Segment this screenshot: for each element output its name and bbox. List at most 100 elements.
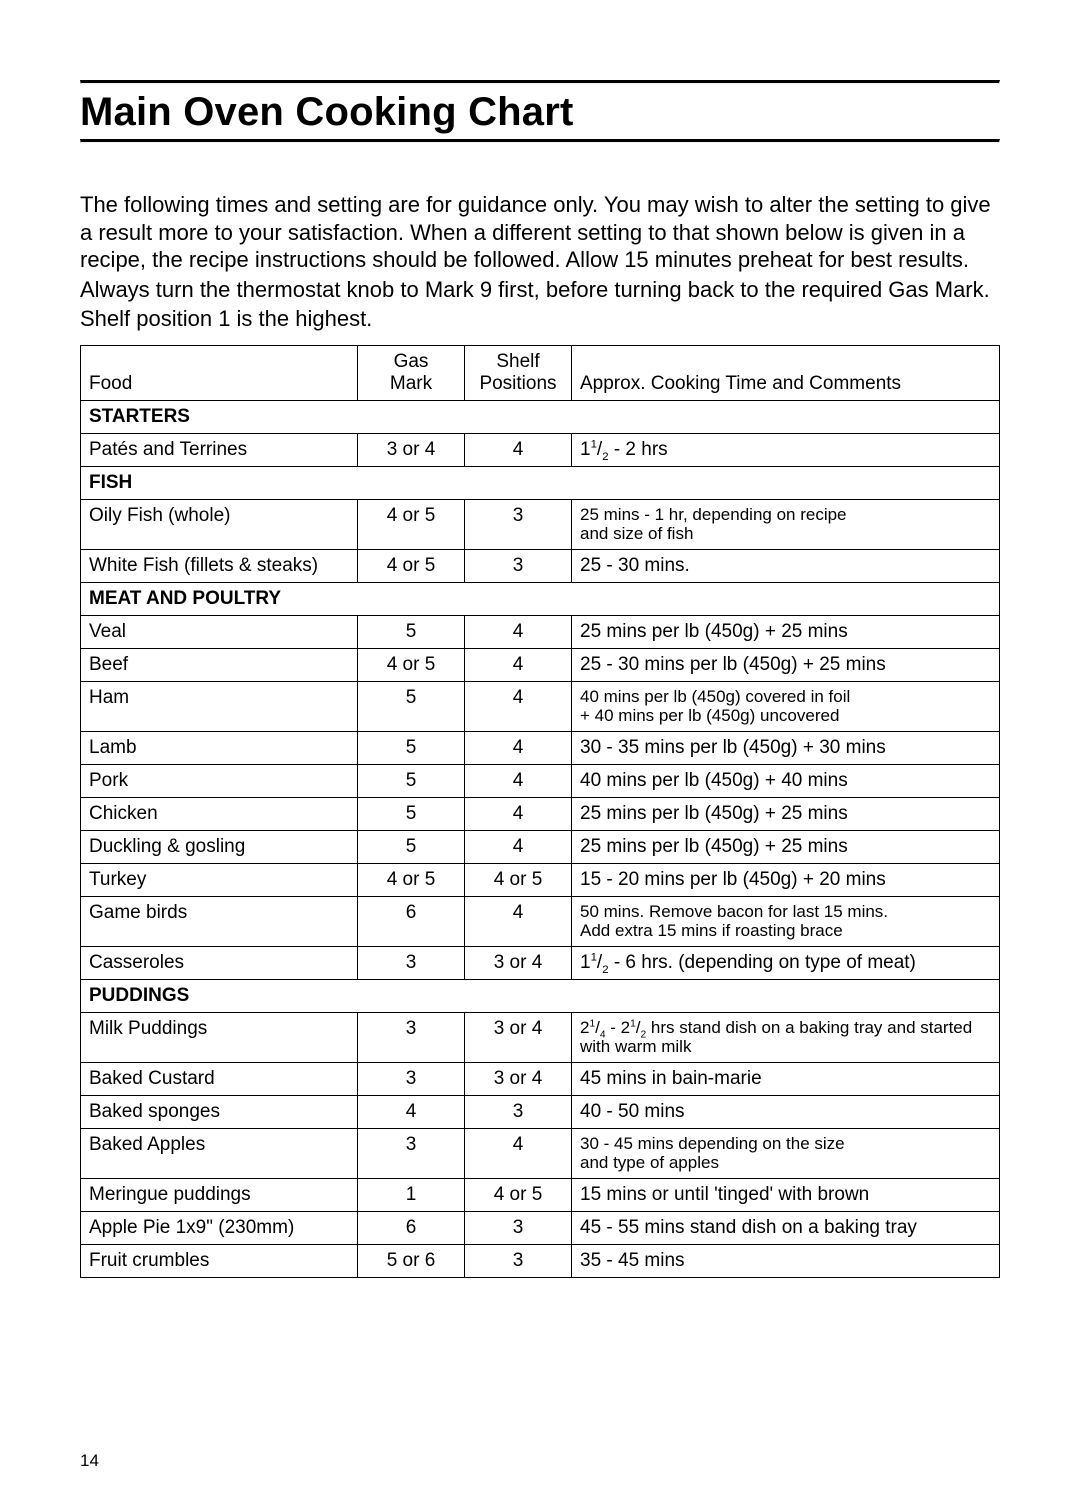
table-row: Baked Custard33 or 445 mins in bain-mari… (81, 1062, 1000, 1095)
table-row: Ham5440 mins per lb (450g) covered in fo… (81, 681, 1000, 731)
cell-gas-mark: 3 (358, 946, 465, 979)
cell-shelf-position: 4 (465, 433, 572, 466)
cell-gas-mark: 6 (358, 1211, 465, 1244)
cell-gas-mark: 5 or 6 (358, 1244, 465, 1277)
cell-gas-mark: 4 or 5 (358, 499, 465, 549)
cell-food: Beef (81, 648, 358, 681)
cell-food: Veal (81, 615, 358, 648)
cell-food: Turkey (81, 863, 358, 896)
cell-gas-mark: 1 (358, 1178, 465, 1211)
cell-comments: 40 mins per lb (450g) covered in foil+ 4… (572, 681, 1000, 731)
table-row: Beef4 or 5425 - 30 mins per lb (450g) + … (81, 648, 1000, 681)
cell-food: Fruit crumbles (81, 1244, 358, 1277)
section-row: MEAT AND POULTRY (81, 582, 1000, 615)
cell-comments: 40 mins per lb (450g) + 40 mins (572, 764, 1000, 797)
cell-food: Chicken (81, 797, 358, 830)
cell-gas-mark: 4 or 5 (358, 863, 465, 896)
table-row: Oily Fish (whole)4 or 5325 mins - 1 hr, … (81, 499, 1000, 549)
cell-food: Pork (81, 764, 358, 797)
table-row: Lamb5430 - 35 mins per lb (450g) + 30 mi… (81, 731, 1000, 764)
cell-gas-mark: 5 (358, 681, 465, 731)
section-label: PUDDINGS (81, 979, 1000, 1012)
cell-gas-mark: 5 (358, 764, 465, 797)
table-row: Apple Pie 1x9" (230mm)6345 - 55 mins sta… (81, 1211, 1000, 1244)
cell-gas-mark: 3 (358, 1128, 465, 1178)
table-row: White Fish (fillets & steaks)4 or 5325 -… (81, 549, 1000, 582)
cell-shelf-position: 4 (465, 896, 572, 946)
col-header-comments: Approx. Cooking Time and Comments (572, 345, 1000, 400)
section-row: STARTERS (81, 400, 1000, 433)
col-header-food: Food (81, 345, 358, 400)
cell-shelf-position: 4 (465, 731, 572, 764)
cell-food: Meringue puddings (81, 1178, 358, 1211)
cell-comments: 25 mins - 1 hr, depending on recipeand s… (572, 499, 1000, 549)
table-row: Game birds6450 mins. Remove bacon for la… (81, 896, 1000, 946)
cell-comments: 11/2 - 6 hrs. (depending on type of meat… (572, 946, 1000, 979)
intro-paragraph: Always turn the thermostat knob to Mark … (80, 276, 1000, 304)
cell-comments: 11/2 - 2 hrs (572, 433, 1000, 466)
intro-paragraph: Shelf position 1 is the highest. (80, 305, 1000, 333)
cell-shelf-position: 4 (465, 615, 572, 648)
col-header-shelf-positions: ShelfPositions (465, 345, 572, 400)
table-row: Veal5425 mins per lb (450g) + 25 mins (81, 615, 1000, 648)
cell-food: Lamb (81, 731, 358, 764)
cell-shelf-position: 4 (465, 681, 572, 731)
cell-gas-mark: 5 (358, 797, 465, 830)
table-header-row: Food GasMark ShelfPositions Approx. Cook… (81, 345, 1000, 400)
cell-shelf-position: 3 (465, 1244, 572, 1277)
cell-food: Oily Fish (whole) (81, 499, 358, 549)
cell-gas-mark: 3 or 4 (358, 433, 465, 466)
cell-comments: 25 mins per lb (450g) + 25 mins (572, 830, 1000, 863)
cell-shelf-position: 3 or 4 (465, 1012, 572, 1062)
table-row: Milk Puddings33 or 421/4 - 21/2 hrs stan… (81, 1012, 1000, 1062)
col-header-gas-mark: GasMark (358, 345, 465, 400)
cell-comments: 45 mins in bain-marie (572, 1062, 1000, 1095)
table-row: Fruit crumbles5 or 6335 - 45 mins (81, 1244, 1000, 1277)
table-row: Baked Apples3430 - 45 mins depending on … (81, 1128, 1000, 1178)
section-label: FISH (81, 466, 1000, 499)
cell-shelf-position: 4 (465, 1128, 572, 1178)
cell-comments: 25 mins per lb (450g) + 25 mins (572, 615, 1000, 648)
cell-comments: 40 - 50 mins (572, 1095, 1000, 1128)
document-page: Main Oven Cooking Chart The following ti… (0, 0, 1080, 1511)
cell-food: White Fish (fillets & steaks) (81, 549, 358, 582)
table-row: Turkey4 or 54 or 515 - 20 mins per lb (4… (81, 863, 1000, 896)
cell-comments: 21/4 - 21/2 hrs stand dish on a baking t… (572, 1012, 1000, 1062)
cell-shelf-position: 3 or 4 (465, 946, 572, 979)
cell-comments: 30 - 35 mins per lb (450g) + 30 mins (572, 731, 1000, 764)
section-label: STARTERS (81, 400, 1000, 433)
intro-text: The following times and setting are for … (80, 191, 1000, 333)
cell-food: Casseroles (81, 946, 358, 979)
cell-shelf-position: 4 or 5 (465, 863, 572, 896)
under-title-rule (80, 139, 1000, 143)
cell-shelf-position: 4 (465, 764, 572, 797)
cell-gas-mark: 5 (358, 731, 465, 764)
cell-shelf-position: 4 (465, 648, 572, 681)
cell-food: Baked Apples (81, 1128, 358, 1178)
section-row: PUDDINGS (81, 979, 1000, 1012)
page-title: Main Oven Cooking Chart (80, 90, 1000, 135)
cell-shelf-position: 3 or 4 (465, 1062, 572, 1095)
cell-shelf-position: 4 or 5 (465, 1178, 572, 1211)
cell-shelf-position: 3 (465, 499, 572, 549)
cell-food: Baked Custard (81, 1062, 358, 1095)
cell-comments: 15 mins or until 'tinged' with brown (572, 1178, 1000, 1211)
cell-shelf-position: 3 (465, 1095, 572, 1128)
cell-food: Milk Puddings (81, 1012, 358, 1062)
cell-gas-mark: 5 (358, 615, 465, 648)
table-row: Casseroles33 or 411/2 - 6 hrs. (dependin… (81, 946, 1000, 979)
top-rule (80, 80, 1000, 84)
cell-food: Ham (81, 681, 358, 731)
cell-gas-mark: 4 or 5 (358, 648, 465, 681)
cell-gas-mark: 3 (358, 1012, 465, 1062)
section-row: FISH (81, 466, 1000, 499)
cell-gas-mark: 4 (358, 1095, 465, 1128)
cell-shelf-position: 3 (465, 1211, 572, 1244)
cell-comments: 45 - 55 mins stand dish on a baking tray (572, 1211, 1000, 1244)
cell-comments: 50 mins. Remove bacon for last 15 mins.A… (572, 896, 1000, 946)
table-row: Baked sponges4340 - 50 mins (81, 1095, 1000, 1128)
cell-shelf-position: 3 (465, 549, 572, 582)
cell-comments: 35 - 45 mins (572, 1244, 1000, 1277)
cell-food: Baked sponges (81, 1095, 358, 1128)
cell-gas-mark: 5 (358, 830, 465, 863)
